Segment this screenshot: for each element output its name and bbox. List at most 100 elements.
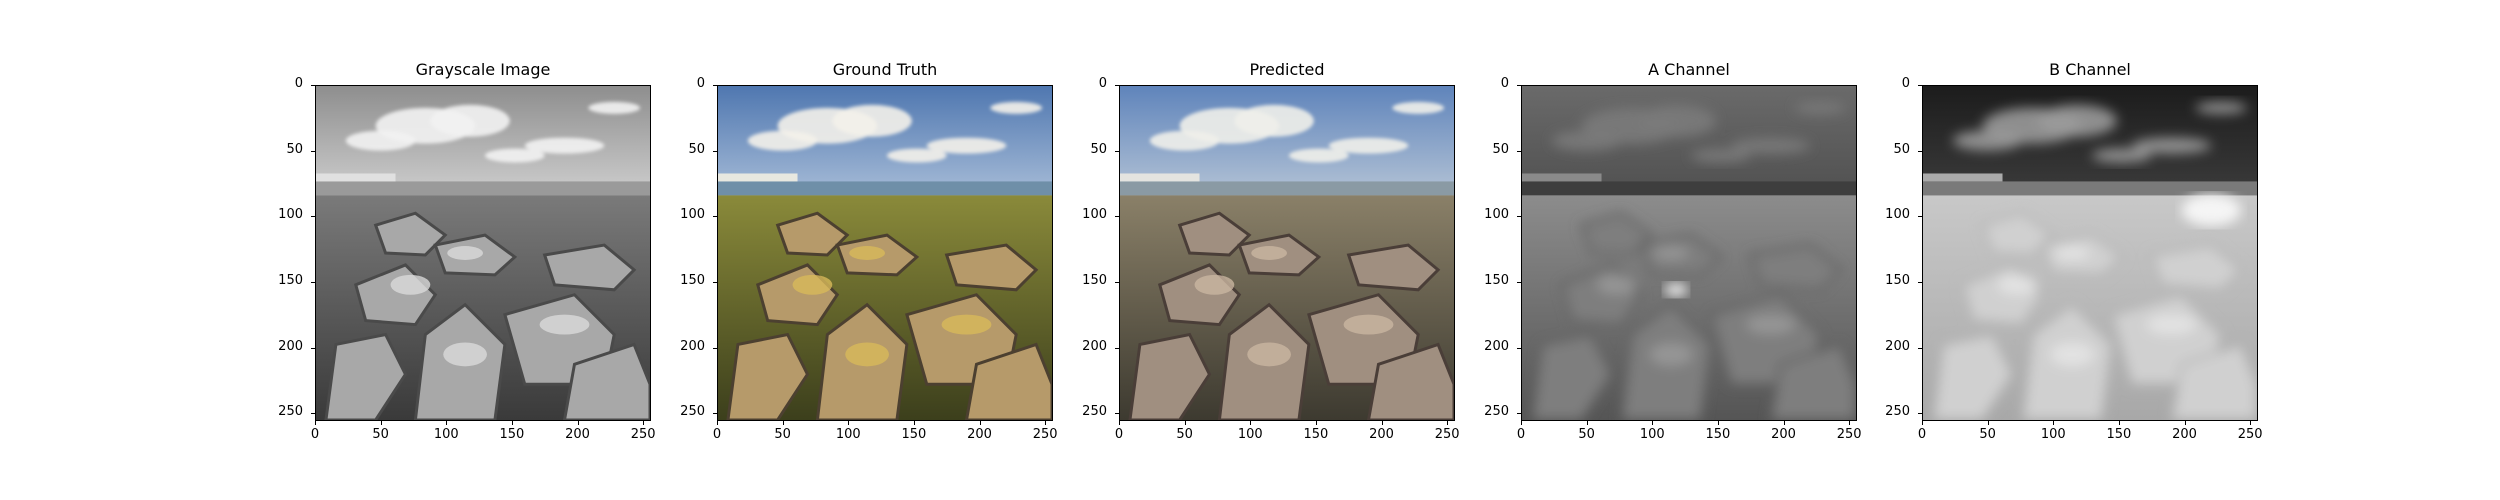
x-tick-label: 100 (1639, 427, 1665, 442)
y-tick-mark (1115, 216, 1119, 218)
x-tick-label: 0 (1114, 427, 1124, 442)
y-tick-label: 100 (278, 207, 303, 223)
y-tick-mark (1115, 281, 1119, 283)
cloud (886, 148, 947, 163)
y-tick-mark (311, 150, 315, 152)
x-tick-mark (2118, 421, 2120, 425)
cloud (832, 104, 912, 137)
x-tick-label: 150 (901, 427, 927, 442)
rock-highlight (447, 246, 483, 260)
y-tick-mark (713, 281, 717, 283)
x-tick-label: 150 (499, 427, 525, 442)
y-tick-mark (1918, 413, 1922, 415)
y-tick-mark (311, 216, 315, 218)
rock-highlight (849, 246, 885, 260)
x-tick-mark (2250, 421, 2252, 425)
y-tick-label: 200 (680, 338, 705, 354)
y-tick-label: 0 (696, 76, 705, 91)
bridge (316, 173, 396, 182)
x-tick-mark (380, 421, 382, 425)
y-tick-label: 50 (286, 141, 303, 157)
rock (2149, 243, 2244, 292)
x-tick-mark (2053, 421, 2055, 425)
x-tick-label: 200 (565, 427, 590, 442)
cloud (926, 137, 1007, 154)
y-tick-label: 250 (278, 404, 303, 420)
sea (1522, 181, 1856, 196)
rock-highlight (792, 274, 833, 295)
rock (1128, 332, 1212, 420)
x-tick-mark (913, 421, 915, 425)
x-tick-mark (1119, 421, 1120, 425)
x-tick-label: 200 (2172, 427, 2197, 442)
panel-ground-truth: Ground Truth 0 50 100 150 200 250 0 50 100 150 200… (680, 60, 1057, 442)
x-tick-mark (1987, 421, 1989, 425)
rock-highlight (390, 274, 431, 295)
y-tick-mark (1517, 413, 1521, 415)
rocks (1128, 211, 1454, 420)
sea (718, 181, 1052, 196)
y-tick-label: 150 (1885, 272, 1910, 288)
x-tick-mark (446, 421, 448, 425)
x-tick-mark (1381, 421, 1383, 425)
rock (1530, 332, 1614, 420)
panel-b-channel: B Channel 0 50 100 150 200 250 0 50 100 150 200 250 (1885, 60, 2262, 442)
y-tick-label: 0 (1098, 76, 1107, 91)
x-tick-label: 50 (1578, 427, 1595, 442)
rock-highlight (941, 314, 992, 335)
cloud (1551, 130, 1622, 151)
y-tick-label: 100 (1885, 207, 1910, 223)
cloud (990, 101, 1043, 114)
rock (964, 342, 1052, 420)
cloud (1952, 130, 2023, 151)
rocks (324, 211, 650, 420)
cloud (345, 130, 416, 151)
y-tick-label: 50 (1893, 141, 1910, 157)
y-tick-mark (311, 85, 315, 86)
x-tick-label: 150 (1303, 427, 1329, 442)
y-tick-mark (1918, 150, 1922, 152)
cloud (747, 130, 818, 151)
cloud (1234, 104, 1314, 137)
cloud (2091, 148, 2152, 163)
rock-highlight (1653, 246, 1689, 260)
rock-highlight (1247, 342, 1291, 367)
rock-highlight (1649, 342, 1693, 367)
cloud (524, 137, 605, 154)
y-tick-mark (1517, 150, 1521, 152)
grayscale-image (315, 85, 651, 421)
x-tick-label: 100 (1237, 427, 1263, 442)
y-tick-mark (1918, 281, 1922, 283)
x-tick-mark (1521, 421, 1522, 425)
rock (944, 243, 1039, 292)
panel-title: Ground Truth (832, 60, 938, 79)
cloud (588, 101, 641, 114)
b-channel-image (1922, 85, 2258, 421)
panel-title: Grayscale Image (415, 60, 551, 79)
y-tick-mark (713, 150, 717, 152)
x-tick-label: 250 (1434, 427, 1460, 442)
x-tick-label: 250 (1836, 427, 1862, 442)
predicted-image-svg (1120, 86, 1454, 420)
x-tick-label: 100 (835, 427, 861, 442)
x-tick-mark (1783, 421, 1785, 425)
bridge (1522, 173, 1602, 182)
x-tick-mark (1586, 421, 1588, 425)
cloud (2131, 137, 2212, 154)
b-channel-image-svg (1923, 86, 2257, 420)
y-tick-label: 150 (680, 272, 705, 288)
x-tick-label: 50 (1176, 427, 1193, 442)
x-tick-label: 100 (433, 427, 459, 442)
y-tick-label: 200 (1484, 338, 1509, 354)
x-tick-mark (1447, 421, 1449, 425)
y-tick-label: 250 (1885, 404, 1910, 420)
y-tick-mark (1115, 150, 1119, 152)
x-tick-mark (643, 421, 645, 425)
x-tick-label: 0 (712, 427, 722, 442)
clouds (1952, 101, 2248, 163)
y-tick-mark (1918, 216, 1922, 218)
y-tick-label: 250 (1082, 404, 1107, 420)
bright-spot (1664, 282, 1689, 297)
a-channel-image (1521, 85, 1857, 421)
x-tick-mark (1045, 421, 1047, 425)
